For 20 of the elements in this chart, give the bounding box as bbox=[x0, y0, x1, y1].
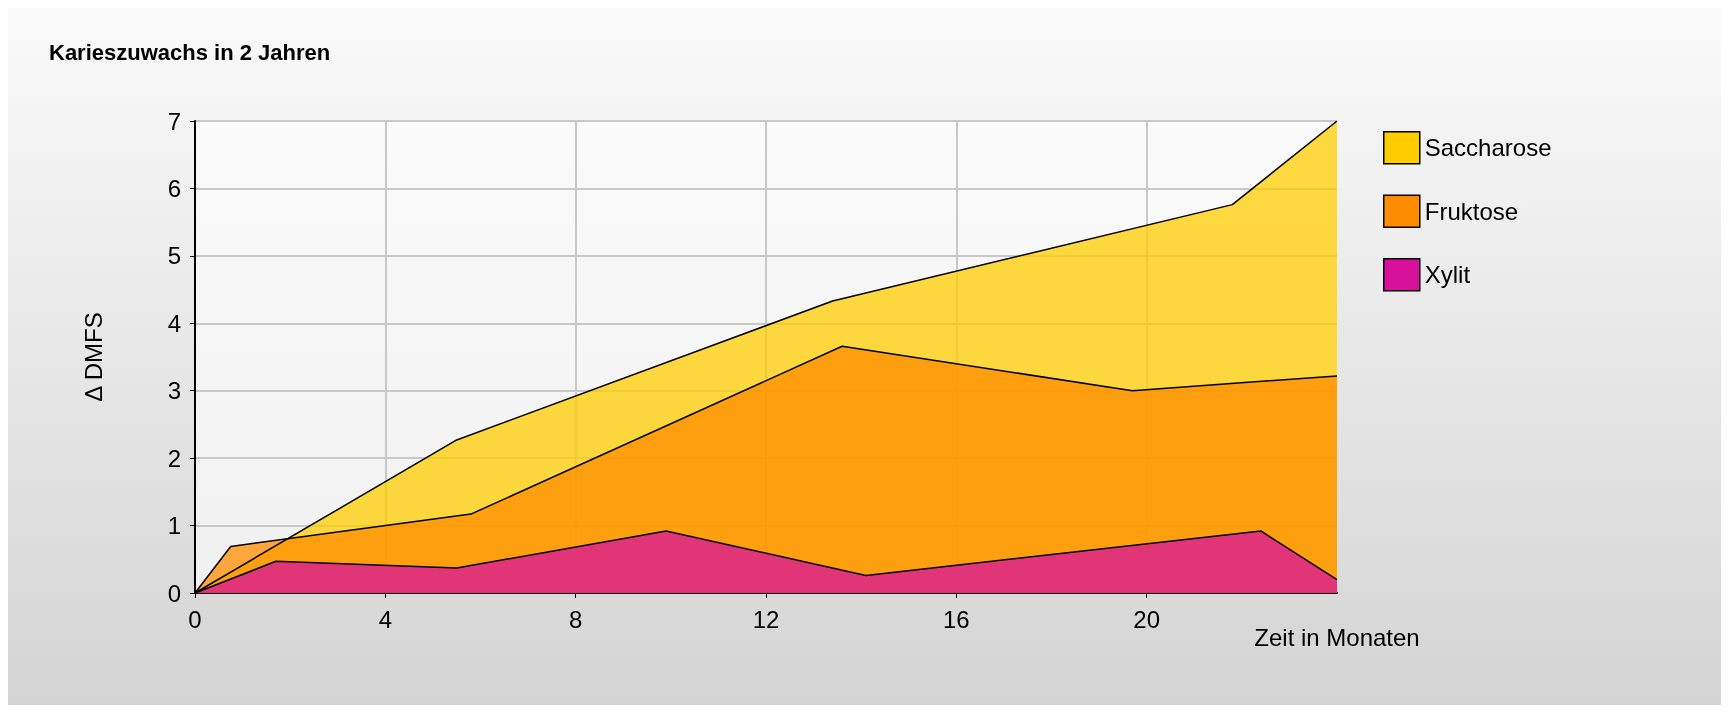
y-tick-label: 7 bbox=[167, 107, 181, 135]
y-tick-label: 4 bbox=[167, 309, 181, 337]
legend-label: Fruktose bbox=[1424, 197, 1519, 225]
y-axis-title: Δ DMFS bbox=[79, 312, 107, 402]
y-tick-label: 0 bbox=[167, 579, 181, 607]
chart-title: Karieszuwachs in 2 Jahren bbox=[49, 39, 331, 65]
legend-label: Saccharose bbox=[1424, 134, 1552, 162]
y-tick-label: 3 bbox=[167, 377, 181, 405]
x-tick-label: 12 bbox=[752, 605, 780, 633]
legend-label: Xylit bbox=[1424, 261, 1471, 289]
x-tick-label: 0 bbox=[188, 605, 202, 633]
x-tick-label: 20 bbox=[1133, 605, 1161, 633]
x-axis-title: Zeit in Monaten bbox=[1254, 623, 1420, 651]
y-tick-label: 2 bbox=[167, 444, 181, 472]
y-tick-label: 6 bbox=[167, 174, 181, 202]
y-tick-label: 5 bbox=[167, 242, 181, 270]
x-tick-label: 8 bbox=[568, 605, 583, 633]
y-tick-label: 1 bbox=[167, 512, 181, 540]
x-tick-label: 16 bbox=[942, 605, 970, 633]
x-tick-label: 4 bbox=[378, 605, 393, 633]
